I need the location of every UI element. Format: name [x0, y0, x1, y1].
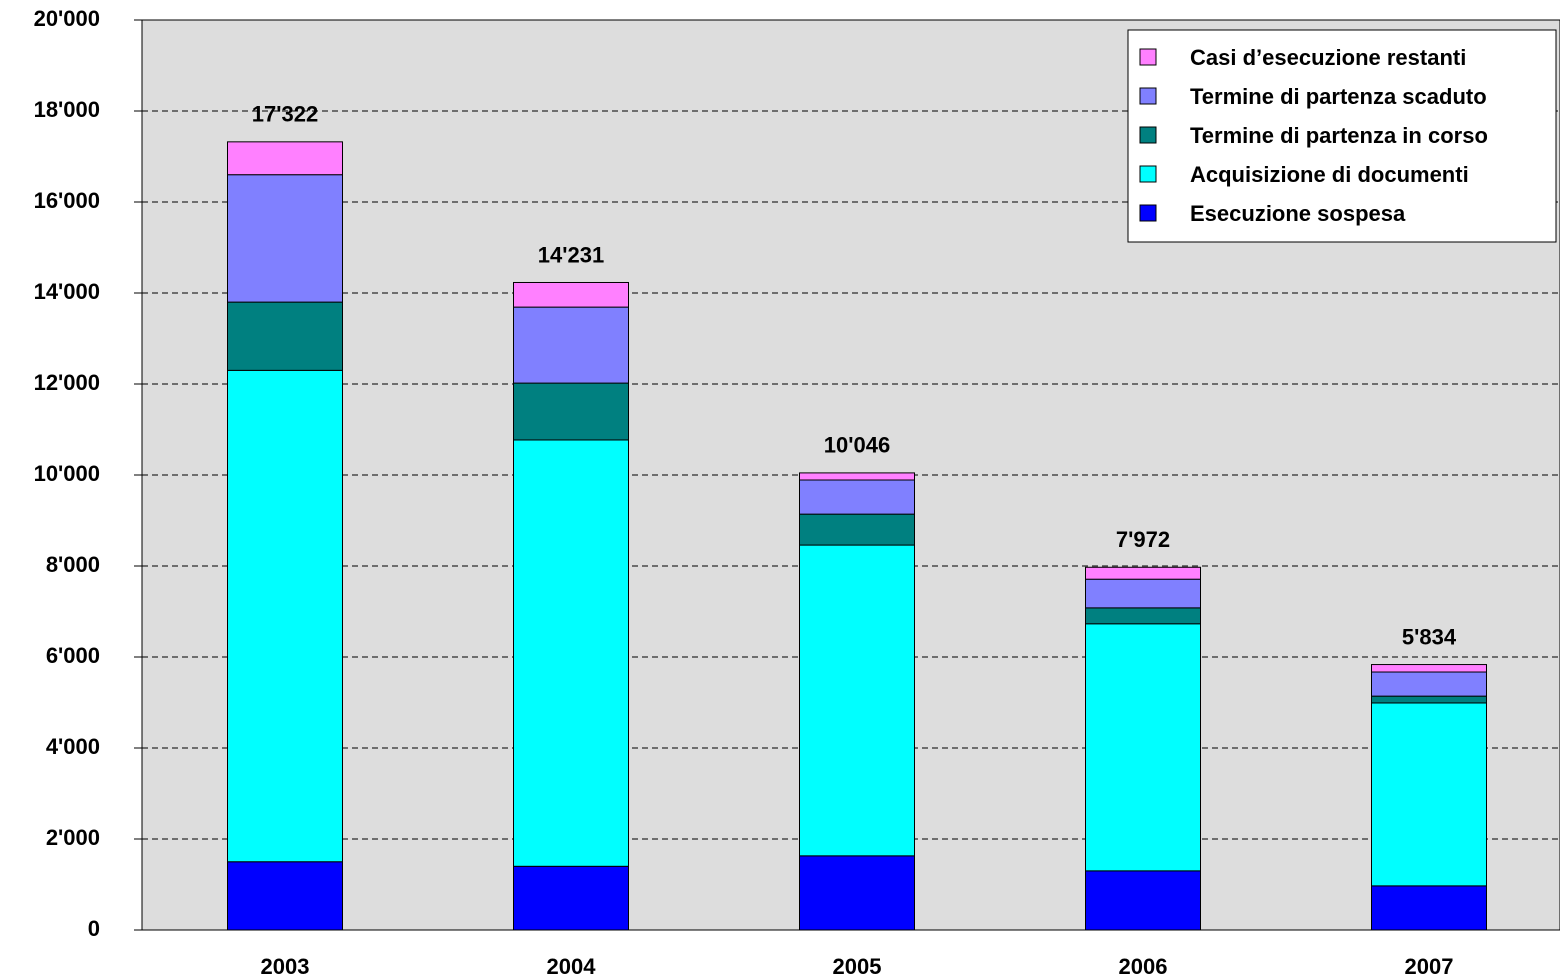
y-tick-label: 14'000 — [34, 279, 100, 304]
legend-box — [1127, 29, 1557, 243]
bar-segment — [1371, 695, 1487, 704]
bar-segment — [227, 861, 343, 931]
y-tick-label: 4'000 — [46, 734, 100, 759]
x-tick-label: 2006 — [1119, 954, 1168, 979]
bar-segment — [799, 472, 915, 481]
x-tick-label: 2004 — [547, 954, 597, 979]
bar-segment — [799, 479, 915, 515]
legend-swatch — [1139, 48, 1157, 66]
bar-segment — [1371, 664, 1487, 673]
y-tick-label: 18'000 — [34, 97, 100, 122]
bar-segment — [227, 174, 343, 303]
legend-label: Termine di partenza scaduto — [1190, 84, 1487, 109]
bar-segment — [1085, 607, 1201, 625]
bar-segment — [513, 382, 629, 441]
bar-segment — [513, 439, 629, 867]
bar-segment — [513, 865, 629, 931]
y-tick-label: 20'000 — [34, 6, 100, 31]
y-tick-label: 10'000 — [34, 461, 100, 486]
bar-segment — [1085, 566, 1201, 580]
y-tick-label: 12'000 — [34, 370, 100, 395]
bar-segment — [513, 281, 629, 308]
bar-segment — [513, 306, 629, 384]
bar-segment — [1085, 623, 1201, 872]
bar-segment — [799, 513, 915, 546]
y-tick-label: 16'000 — [34, 188, 100, 213]
bar-segment — [1371, 702, 1487, 887]
legend-label: Acquisizione di documenti — [1190, 162, 1469, 187]
y-tick-label: 8'000 — [46, 552, 100, 577]
bar-segment — [1085, 870, 1201, 931]
y-tick-label: 6'000 — [46, 643, 100, 668]
bar-segment — [227, 141, 343, 176]
total-label: 7'972 — [1116, 527, 1170, 552]
legend: Casi d’esecuzione restanti Termine di par… — [1127, 29, 1557, 243]
bar-segment — [799, 544, 915, 857]
y-tick-label: 0 — [88, 916, 100, 941]
x-tick-label: 2003 — [261, 954, 310, 979]
bar-segment — [1085, 578, 1201, 609]
bar-segment — [227, 301, 343, 371]
total-label: 14'231 — [538, 242, 604, 267]
x-tick-label: 2007 — [1405, 954, 1454, 979]
bar-segment — [227, 369, 343, 863]
legend-label: Esecuzione sospesa — [1190, 201, 1406, 226]
legend-swatch — [1139, 87, 1157, 105]
legend-label: Casi d’esecuzione restanti — [1190, 45, 1466, 70]
bar-segment — [1371, 671, 1487, 697]
bar-segment — [1371, 885, 1487, 931]
legend-swatch — [1139, 165, 1157, 183]
x-tick-label: 2005 — [833, 954, 882, 979]
legend-label: Termine di partenza in corso — [1190, 123, 1488, 148]
bar-segment — [799, 855, 915, 931]
total-label: 17'322 — [252, 102, 318, 127]
y-tick-label: 2'000 — [46, 825, 100, 850]
legend-swatch — [1139, 204, 1157, 222]
total-label: 5'834 — [1402, 624, 1457, 649]
legend-swatch — [1139, 126, 1157, 144]
total-label: 10'046 — [824, 433, 890, 458]
